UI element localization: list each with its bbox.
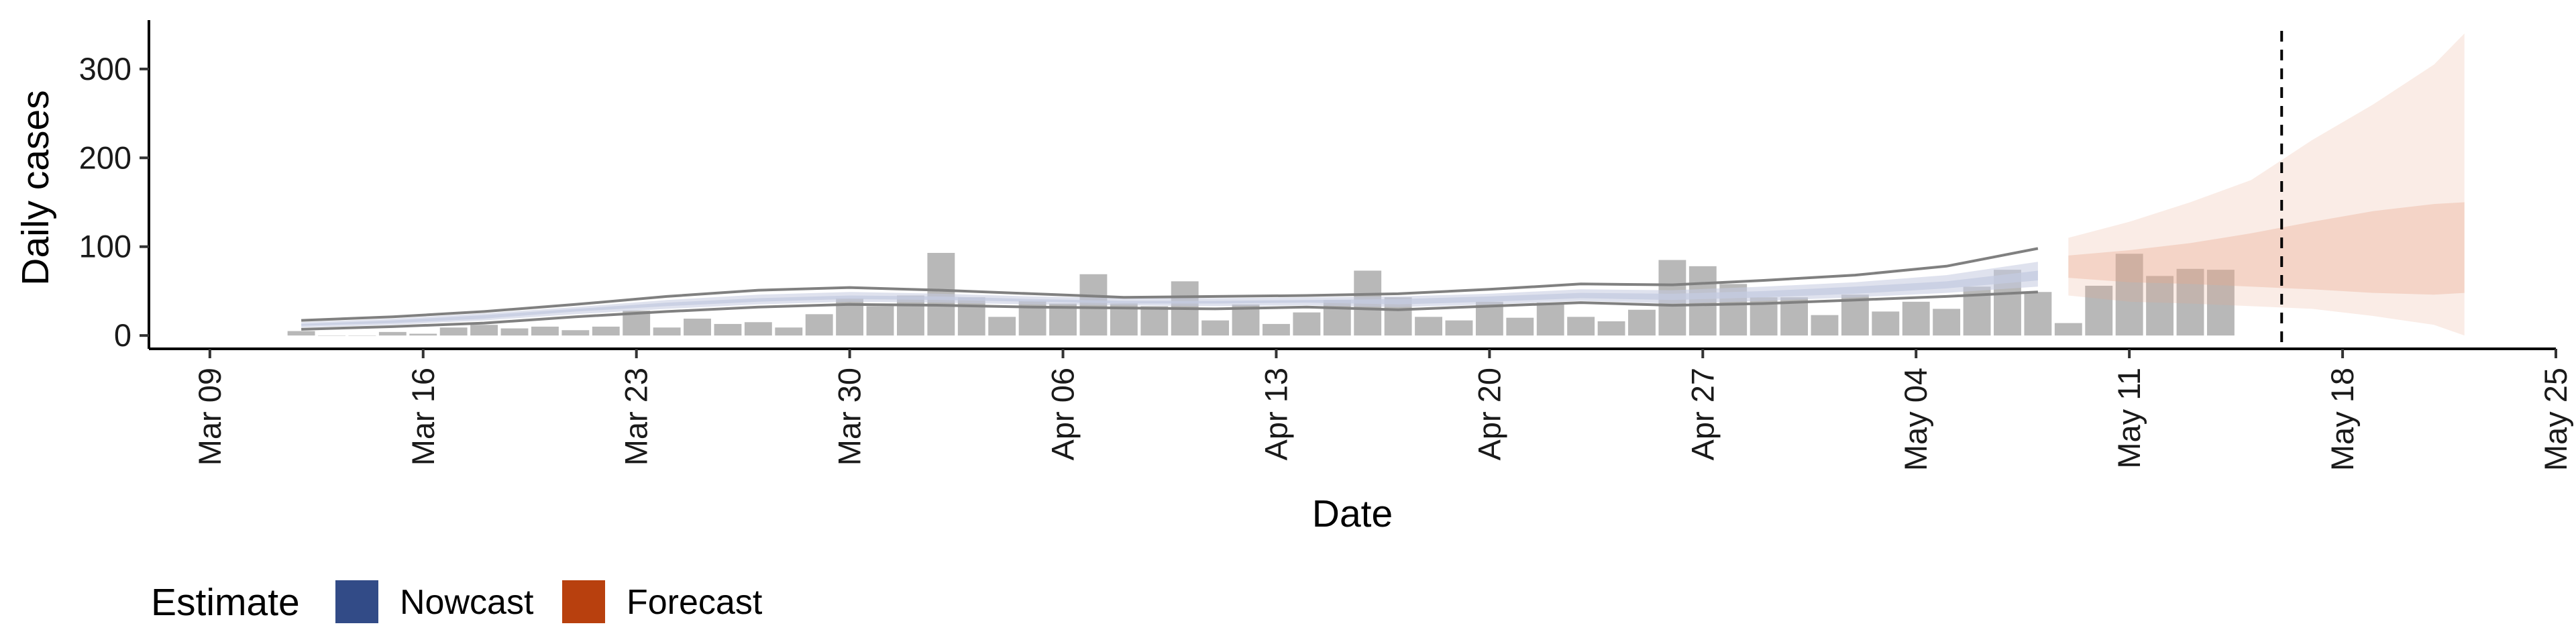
legend-label-nowcast: Nowcast: [400, 583, 534, 622]
bar: [561, 330, 590, 336]
legend-label-forecast: Forecast: [627, 583, 763, 622]
bar: [684, 318, 711, 336]
bar: [287, 331, 315, 336]
bar: [439, 327, 468, 336]
x-tick-label: Apr 13: [1258, 368, 1293, 460]
bar: [2054, 323, 2082, 336]
bar: [378, 331, 407, 336]
bar: [2176, 268, 2204, 336]
bar: [1597, 321, 1625, 336]
bar: [653, 327, 681, 336]
legend-swatch-nowcast: [335, 580, 378, 623]
bar: [1567, 317, 1595, 336]
bar: [318, 335, 345, 336]
y-tick-label: 300: [79, 51, 131, 87]
bar: [470, 325, 498, 336]
bar: [348, 335, 376, 336]
y-tick-label: 200: [79, 140, 131, 175]
axes: 0 100 200 300 Mar 09 Mar 16 Mar 23 Mar 30 Apr 06…: [79, 20, 2573, 471]
bar: [2085, 285, 2113, 336]
y-tick-label: 100: [79, 229, 131, 264]
bar: [1201, 320, 1230, 336]
bar: [1506, 317, 1534, 336]
bar: [1049, 303, 1077, 336]
forecast-inner-band: [2068, 202, 2465, 295]
bound-line-upper: [301, 247, 2039, 322]
x-tick-label: Mar 09: [192, 368, 227, 466]
bar: [744, 322, 772, 336]
x-tick-label: Mar 16: [405, 368, 441, 466]
x-tick-label: May 11: [2111, 368, 2147, 469]
bar: [2206, 270, 2235, 336]
bar: [1536, 303, 1564, 336]
nowcast-ribbons: [301, 262, 2038, 328]
x-tick-label: May 25: [2538, 368, 2573, 471]
bar: [2146, 276, 2174, 336]
bar: [1933, 309, 1961, 336]
x-tick-label: May 18: [2324, 368, 2360, 471]
bound-line-lower: [301, 290, 2038, 331]
forecast-ribbons: [2068, 33, 2465, 336]
y-axis-title: Daily cases: [14, 90, 57, 285]
estimate-bound-lines: [301, 247, 2039, 331]
bar: [1872, 311, 1900, 336]
bar: [1415, 317, 1442, 336]
x-axis-title: Date: [1312, 492, 1393, 535]
nowcast-inner-band: [301, 270, 2038, 326]
x-tick-label: May 04: [1898, 368, 1933, 471]
bar: [775, 327, 803, 336]
bar: [1140, 306, 1169, 336]
bar: [1263, 323, 1290, 336]
bar: [500, 328, 529, 336]
legend-swatch-forecast: [562, 580, 605, 623]
bar: [805, 314, 833, 336]
bar: [957, 297, 985, 336]
bar: [1902, 301, 1930, 336]
bar: [714, 323, 742, 336]
bar: [592, 326, 620, 336]
bar: [409, 333, 437, 336]
bar: [1628, 309, 1656, 336]
x-tick-label: Mar 30: [832, 368, 867, 466]
bar: [988, 317, 1016, 336]
forecast-outer-band: [2068, 33, 2465, 336]
legend-title: Estimate: [151, 581, 300, 624]
y-tick-label: 0: [114, 317, 131, 353]
bar: [866, 306, 894, 336]
legend: Estimate Nowcast Forecast: [151, 580, 763, 624]
x-tick-label: Apr 20: [1471, 368, 1507, 460]
x-tick-label: Mar 23: [619, 368, 654, 466]
bar: [531, 326, 559, 336]
bar: [2115, 254, 2143, 336]
bar: [1445, 320, 1473, 336]
bar: [1293, 312, 1321, 336]
x-tick-label: Apr 06: [1045, 368, 1081, 460]
x-tick-label: Apr 27: [1684, 368, 1720, 460]
bar: [2024, 292, 2052, 336]
bar: [1811, 315, 1839, 336]
